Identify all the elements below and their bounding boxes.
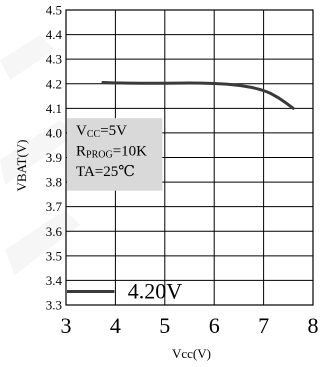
y-tick-label: 4.5 (46, 3, 62, 18)
x-tick-label: 8 (308, 313, 319, 338)
y-tick-label: 4.0 (46, 125, 62, 140)
x-tick-labels: 3 4 5 6 7 8 (61, 313, 319, 338)
y-tick-label: 4.1 (46, 101, 62, 116)
x-tick-label: 7 (258, 313, 269, 338)
annotation-background (67, 118, 163, 191)
y-tick-label: 3.5 (46, 248, 62, 263)
x-tick-label: 6 (209, 313, 220, 338)
plot-frame (65, 9, 314, 306)
y-tick-label: 3.9 (46, 150, 62, 165)
y-tick-label: 3.4 (46, 273, 63, 288)
y-tick-label: 3.3 (46, 298, 62, 313)
background-watermark (0, 35, 80, 275)
y-tick-label: 3.7 (46, 199, 63, 214)
y-axis-label: VBAT(V) (14, 140, 29, 192)
y-tick-label: 4.3 (46, 52, 62, 67)
series-layer (101, 81, 295, 110)
annotation-box: VCC=5V RPROG=10K TA=25℃ (67, 118, 163, 191)
y-tick-label: 3.6 (46, 224, 63, 239)
x-axis-label: Vcc(V) (172, 346, 211, 361)
annotation-line: TA=25℃ (76, 164, 135, 180)
x-tick-label: 5 (159, 313, 170, 338)
legend-label: 4.20V (128, 278, 183, 303)
annotation-line: RPROG=10K (76, 144, 147, 161)
y-tick-labels: 3.3 3.4 3.5 3.6 3.7 3.8 3.9 4.0 4.1 4.2 4.3 4.4 4.5 (46, 3, 63, 313)
y-tick-label: 4.2 (46, 76, 62, 91)
y-tick-label: 4.4 (46, 27, 63, 42)
x-tick-label: 4 (110, 313, 121, 338)
legend: 4.20V (67, 278, 182, 303)
annotation-line: VCC=5V (76, 123, 127, 140)
y-tick-label: 3.8 (46, 175, 62, 190)
series-line (101, 81, 295, 110)
x-tick-label: 3 (61, 313, 72, 338)
